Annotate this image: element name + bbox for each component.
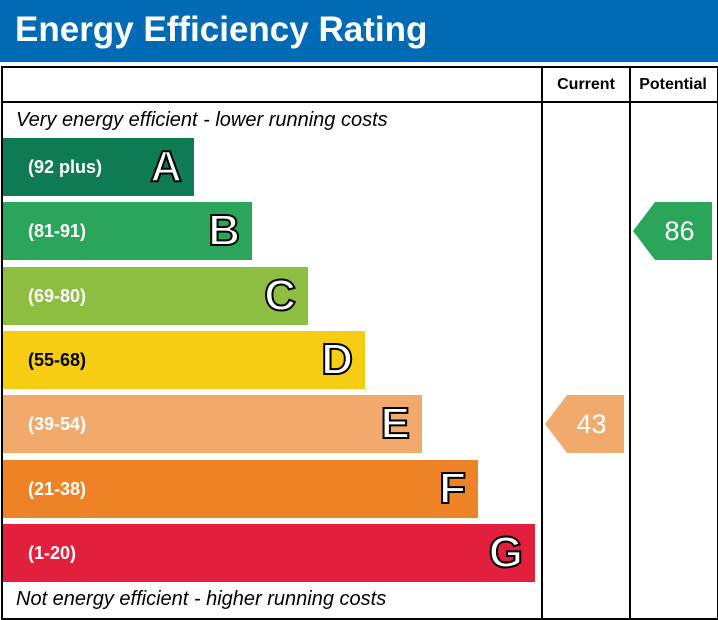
band-e: (39-54) E [3,395,422,453]
top-caption: Very energy efficient - lower running co… [16,109,388,131]
band-range-label: (1-20) [28,543,77,563]
bottom-caption: Not energy efficient - higher running co… [16,588,387,610]
current-rating-arrow: 43 [545,395,624,453]
current-arrow-shape [545,395,624,453]
current-rating-value: 43 [576,409,607,439]
band-range-label: (69-80) [28,286,87,306]
header-row-divider [1,101,717,103]
current-column-header: Current [557,76,615,93]
band-g: (1-20) G [3,524,535,582]
band-b: (81-91) B [3,202,252,260]
band-letter: C [263,270,297,321]
band-c: (69-80) C [3,267,308,325]
potential-arrow-polygon [633,202,712,260]
band-f: (21-38) F [3,460,478,518]
potential-column-divider [629,66,631,619]
page-title: Energy Efficiency Rating [15,10,428,49]
band-range-label: (81-91) [28,221,87,241]
band-letter: A [149,141,183,192]
band-letter: F [438,463,467,514]
potential-rating-arrow: 86 [633,202,712,260]
band-letter: E [380,398,411,449]
band-d: (55-68) D [3,331,365,389]
band-range-label: (55-68) [28,350,87,370]
band-letter: G [488,527,524,578]
band-range-label: (92 plus) [28,157,103,177]
potential-column-header: Potential [639,76,707,93]
band-range-label: (21-38) [28,479,87,499]
band-a: (92 plus) A [3,138,194,196]
potential-rating-value: 86 [664,216,695,246]
current-arrow-polygon [545,395,624,453]
current-column-divider [541,66,543,619]
band-range-label: (39-54) [28,414,87,434]
potential-arrow-shape [633,202,712,260]
band-letter: D [320,334,354,385]
header-bar: Energy Efficiency Rating [0,0,718,62]
band-letter: B [207,205,241,256]
